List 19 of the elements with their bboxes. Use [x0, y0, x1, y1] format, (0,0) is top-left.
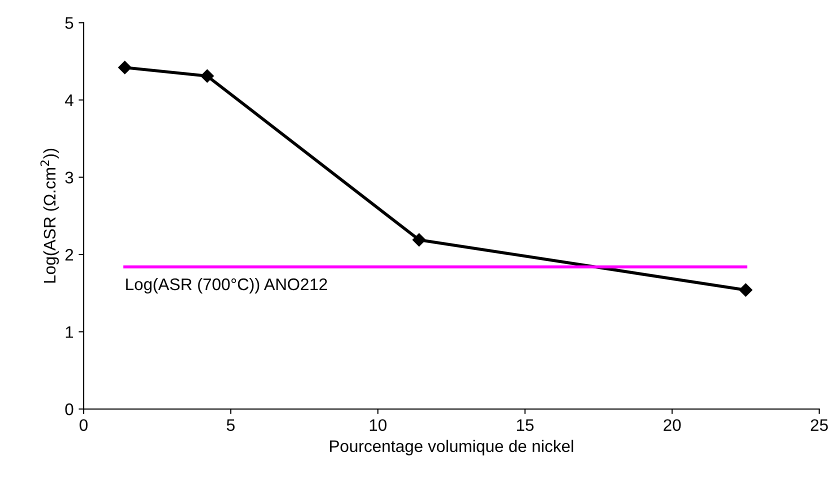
y-tick-label: 4 [64, 94, 74, 106]
x-tick-label: 5 [226, 419, 235, 431]
x-tick-label: 0 [80, 419, 88, 431]
x-tick-label: 20 [664, 419, 681, 431]
y-tick-label: 5 [65, 17, 74, 29]
x-tick-label: 10 [370, 419, 386, 431]
x-tick-label: 15 [517, 419, 534, 431]
point [200, 69, 214, 83]
x-axis-title: Pourcentage volumique de nickel [330, 440, 574, 456]
point [412, 233, 426, 246]
point [118, 60, 132, 74]
y-axis-title: Log(ASR (Ω.cm$^{2}$)) [40, 148, 59, 283]
point [739, 283, 752, 297]
y-tick-label: 3 [65, 172, 74, 184]
y-tick-label: 1 [66, 326, 74, 338]
y-tick-label: 0 [65, 403, 74, 416]
y-tick-label: 2 [65, 248, 74, 261]
series-label: Log(ASR (700°C)) ANO212 [126, 278, 328, 294]
x-tick-label: 25 [810, 419, 828, 431]
